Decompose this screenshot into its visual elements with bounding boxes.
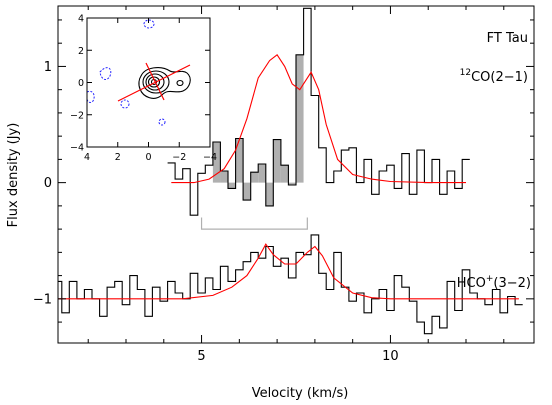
masked-channel-bar	[212, 141, 221, 183]
masked-channel-fill	[212, 54, 304, 206]
masked-channel-bar	[273, 139, 281, 183]
masked-channel-bar	[250, 172, 259, 183]
inset-x-tick-label: −2	[172, 152, 186, 163]
velocity-range-bracket	[200, 217, 308, 230]
masked-channel-bar	[235, 138, 244, 183]
inset-y-tick-label: −2	[70, 110, 84, 121]
inset-x-tick-label: 0	[145, 152, 151, 163]
masked-channel-bar	[296, 54, 304, 183]
major-axis-line	[117, 64, 191, 102]
co-line-label-sup: 12	[460, 68, 471, 78]
contour-secondary-peak	[176, 79, 184, 87]
inset-y-tick-label: 0	[78, 78, 84, 89]
hco-line-label-sup: +	[486, 274, 494, 284]
spectrum-histogram	[167, 7, 470, 216]
y-tick-label: 1	[44, 60, 52, 75]
plot-frame	[57, 5, 535, 344]
negative-contour	[158, 118, 166, 126]
inset-y-tick-label: 2	[78, 46, 84, 57]
inset-x-tick-label: 2	[115, 152, 121, 163]
y-tick-label: −1	[33, 292, 52, 307]
spectra-layer	[58, 7, 523, 335]
x-tick-label: 5	[197, 349, 205, 364]
inset-axis-markers	[117, 62, 191, 102]
x-tick-label: 10	[382, 349, 399, 364]
hco-line-label-name: HCO	[457, 276, 486, 291]
masked-channel-bar	[280, 165, 289, 183]
inset-axes: 4 2 0 −2 −4 −4 −2 0 2 4	[70, 14, 217, 164]
source-label: FT Tau	[487, 31, 528, 46]
negative-contour	[87, 90, 95, 103]
hco-line-label: HCO+(3−2)	[457, 274, 531, 291]
bracket-line	[200, 217, 308, 230]
negative-contour	[143, 19, 155, 29]
hco-line-label-transition: (3−2)	[493, 276, 531, 291]
inset-negative-contours	[87, 19, 166, 126]
negative-contour	[120, 99, 130, 109]
inset-x-tick-label: 4	[84, 152, 90, 163]
y-tick-label: 0	[44, 176, 52, 191]
masked-channel-bar	[288, 182, 296, 185]
axes: 5 10 −1 0 1	[33, 6, 534, 364]
model-fit-line	[58, 243, 519, 300]
masked-channel-bar	[258, 164, 266, 183]
masked-channel-bar	[228, 182, 236, 189]
contour-level-1	[138, 67, 191, 99]
inset-map: 4 2 0 −2 −4 −4 −2 0 2 4	[70, 14, 217, 164]
model-fit-line	[171, 54, 466, 184]
negative-contour	[99, 67, 112, 80]
contour-level-4	[147, 76, 161, 88]
minor-axis-line	[145, 62, 165, 101]
masked-channel-bar	[265, 182, 274, 206]
x-axis-label: Velocity (km/s)	[252, 386, 349, 401]
co-line-label-name: CO	[471, 70, 490, 85]
y-axis-label: Flux density (Jy)	[6, 123, 21, 228]
spectrum-histogram	[58, 234, 523, 335]
masked-channel-bar	[220, 171, 228, 183]
co-line-label-transition: (2−1)	[490, 70, 528, 85]
inset-y-tick-label: −4	[70, 143, 84, 154]
masked-channel-bar	[243, 182, 251, 201]
inset-x-tick-label: −4	[203, 152, 217, 163]
co-line-label: 12CO(2−1)	[460, 68, 528, 85]
contour-level-2	[142, 70, 170, 94]
contour-level-3	[145, 73, 165, 91]
inset-y-tick-label: 4	[78, 14, 84, 25]
